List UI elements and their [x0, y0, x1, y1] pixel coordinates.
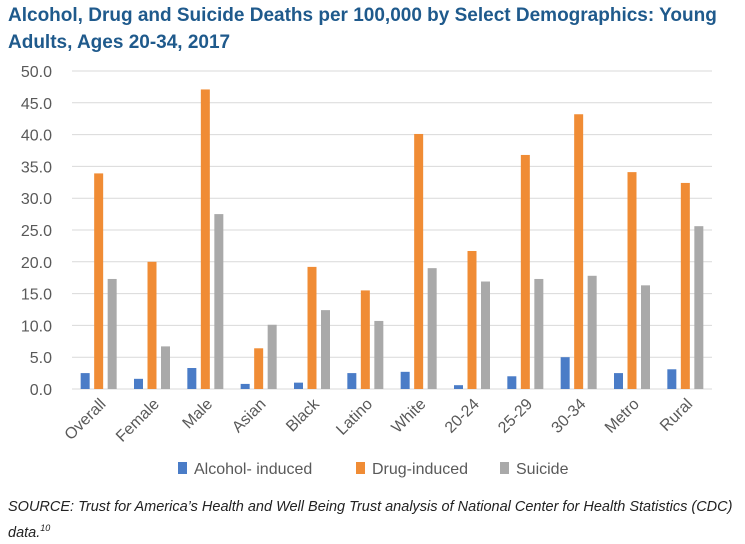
source-note: SOURCE: Trust for America’s Health and W…	[8, 497, 738, 544]
x-tick-label: Metro	[602, 396, 643, 437]
legend-label: Alcohol- induced	[194, 461, 312, 478]
y-tick-label: 50.0	[21, 64, 52, 81]
x-tick-label: White	[389, 396, 430, 437]
bar-drug-induced	[520, 154, 530, 389]
x-tick-label: Asian	[229, 396, 269, 436]
gridlines	[72, 70, 712, 390]
bar-suicide	[107, 278, 117, 389]
bar-drug-induced	[147, 261, 157, 389]
bar-alcohol-induced	[187, 368, 197, 389]
y-tick-label: 25.0	[21, 223, 52, 240]
legend-swatch	[356, 462, 365, 474]
y-tick-label: 15.0	[21, 287, 52, 304]
bar-suicide	[214, 214, 224, 389]
y-tick-label: 0.0	[30, 382, 52, 399]
bar-suicide	[427, 268, 437, 389]
x-tick-label: Rural	[657, 396, 696, 435]
bar-suicide	[534, 278, 544, 389]
bar-suicide	[587, 275, 597, 389]
bar-drug-induced	[414, 133, 424, 389]
bar-alcohol-induced	[240, 383, 250, 389]
bar-alcohol-induced	[134, 378, 143, 389]
x-tick-label: Male	[180, 396, 217, 433]
legend-swatch	[178, 462, 187, 474]
bar-drug-induced	[680, 182, 690, 389]
x-tick-label: Latino	[333, 396, 376, 439]
source-text: SOURCE: Trust for America’s Health and W…	[8, 499, 733, 541]
y-axis: 0.0 5.0 10.0 15.0 20.0 25.0 30.0 35.0 40.0 45.0 50…	[21, 64, 52, 399]
legend-label: Suicide	[516, 461, 569, 478]
bar-alcohol-induced	[400, 371, 410, 389]
legend-swatch	[500, 462, 509, 474]
x-tick-label: 25-29	[495, 396, 536, 437]
bar-alcohol-induced	[507, 376, 517, 389]
bar-suicide	[321, 310, 330, 389]
y-tick-label: 20.0	[21, 255, 52, 272]
x-tick-label: Black	[283, 395, 323, 435]
bars	[80, 89, 704, 390]
bar-alcohol-induced	[614, 373, 623, 389]
bar-drug-induced	[574, 114, 584, 390]
bar-alcohol-induced	[454, 385, 463, 389]
y-tick-label: 5.0	[30, 350, 52, 367]
y-tick-label: 40.0	[21, 128, 52, 145]
chart-title: Alcohol, Drug and Suicide Deaths per 100…	[8, 5, 717, 53]
bar-suicide	[374, 320, 384, 389]
bar-suicide	[161, 346, 170, 389]
bar-chart: 0.0 5.0 10.0 15.0 20.0 25.0 30.0 35.0 40.0 45.0 50…	[21, 64, 712, 478]
bar-drug-induced	[200, 89, 210, 389]
legend-label: Drug-induced	[372, 461, 468, 478]
bar-drug-induced	[467, 250, 477, 389]
y-tick-label: 35.0	[21, 159, 52, 176]
y-tick-label: 45.0	[21, 96, 52, 113]
bar-drug-induced	[94, 173, 104, 389]
x-tick-label: Overall	[62, 396, 110, 444]
bar-suicide	[267, 324, 277, 389]
bar-alcohol-induced	[347, 373, 357, 389]
bar-suicide	[694, 226, 704, 389]
bar-alcohol-induced	[667, 369, 677, 389]
bar-alcohol-induced	[294, 382, 303, 389]
legend: Alcohol- induced Drug-induced Suicide	[178, 461, 569, 478]
bar-suicide	[641, 285, 650, 389]
source-reference: 10	[40, 523, 51, 533]
y-tick-label: 30.0	[21, 191, 52, 208]
bar-suicide	[481, 281, 490, 389]
bar-drug-induced	[360, 290, 370, 389]
bar-alcohol-induced	[80, 373, 90, 389]
x-tick-label: Female	[113, 396, 163, 446]
bar-alcohol-induced	[560, 357, 570, 389]
bar-drug-induced	[254, 348, 264, 389]
x-axis: Overall Female Male Asian Black Latino White 20…	[62, 395, 697, 445]
y-tick-label: 10.0	[21, 318, 52, 335]
x-tick-label: 20-24	[442, 396, 483, 437]
x-tick-label: 30-34	[549, 396, 590, 437]
bar-drug-induced	[627, 172, 637, 389]
bar-drug-induced	[307, 266, 317, 389]
